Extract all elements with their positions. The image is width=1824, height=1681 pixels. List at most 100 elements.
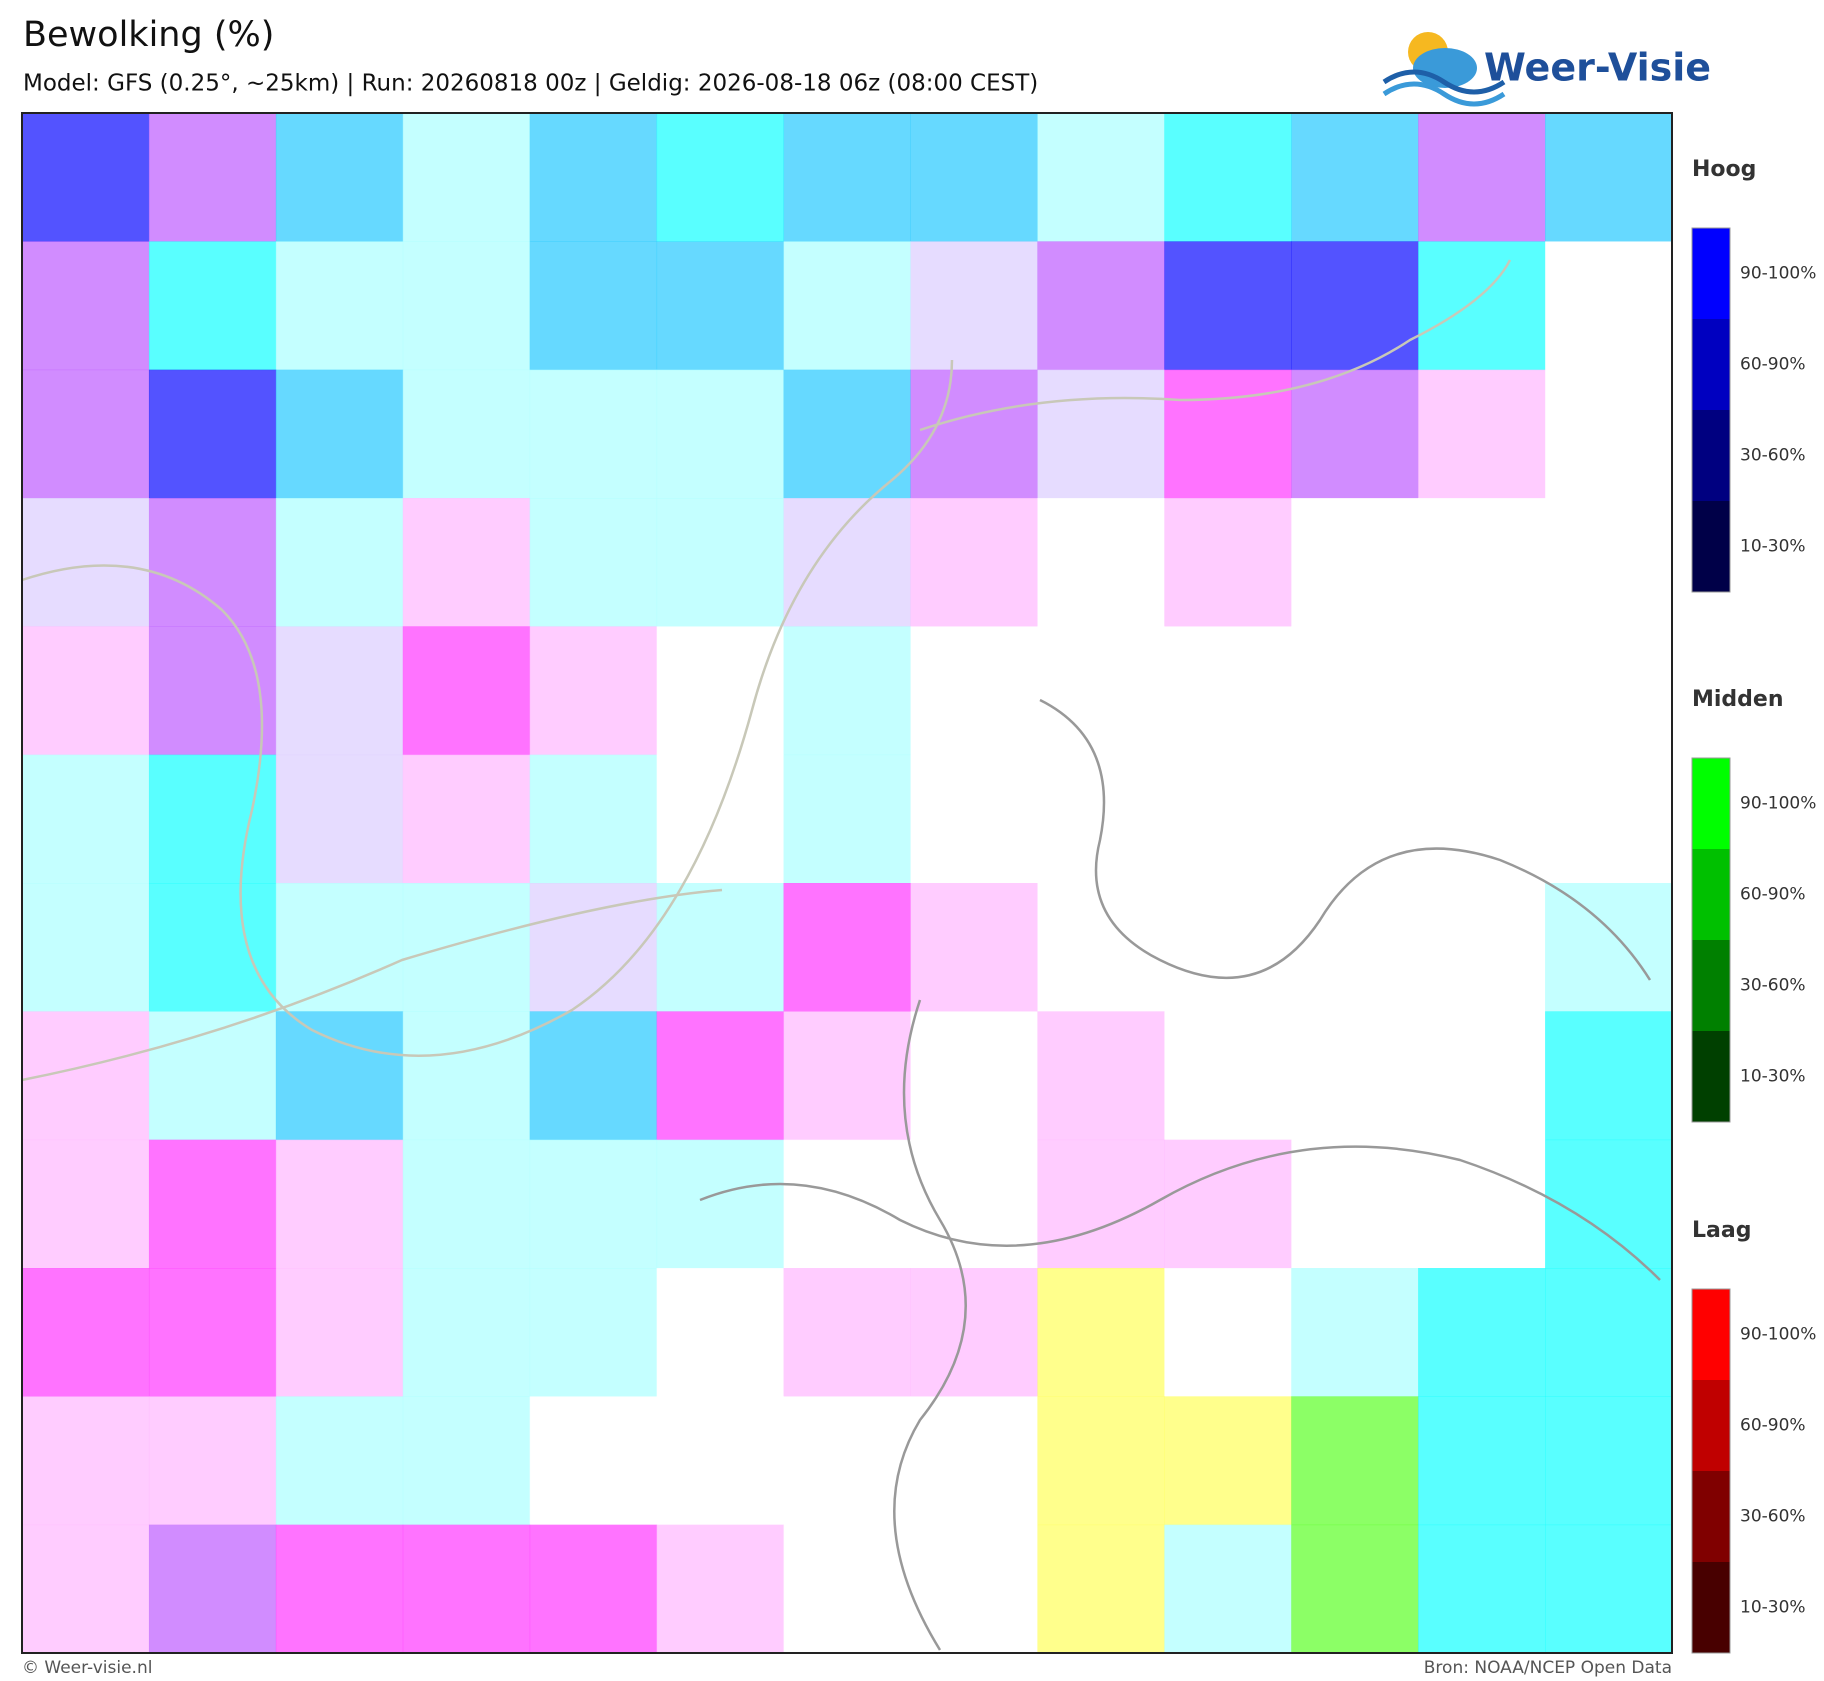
cloud-cell: [148, 369, 277, 499]
cloud-cell: [783, 754, 911, 884]
cloud-cell: [275, 1268, 404, 1397]
cloud-cell: [1037, 369, 1165, 499]
legend-label: 30-60%: [1740, 1507, 1806, 1527]
cloud-cell: [275, 1011, 404, 1141]
cloud-cell: [656, 369, 785, 499]
cloud-cell: [1037, 1011, 1165, 1141]
cloud-cell: [1164, 241, 1292, 371]
cloud-cell: [529, 498, 658, 627]
cloud-cell: [22, 1268, 150, 1397]
cloud-cell: [148, 113, 277, 242]
copyright: © Weer-visie.nl: [22, 1658, 152, 1678]
legend-swatch: [1692, 1289, 1730, 1380]
cloud-cell: [1037, 1139, 1165, 1269]
logo-text: Weer-Visie: [1484, 46, 1711, 90]
cloud-cell: [910, 1524, 1038, 1654]
legend-frame: [1691, 757, 1731, 1123]
legend-swatch: [1692, 1471, 1730, 1562]
cloud-cell: [910, 241, 1038, 371]
cloud-cell: [1418, 498, 1546, 627]
border: [699, 1145, 1661, 1281]
title: Bewolking (%): [23, 15, 274, 55]
legend-frame: [1691, 1288, 1731, 1654]
logo-wave: [1382, 69, 1506, 95]
cloud-cell: [1164, 498, 1292, 627]
cloud-cell: [1545, 498, 1673, 627]
cloud-cell: [529, 1524, 658, 1654]
legend: Hoog 90-100% 60-90% 30-60% 10-30% Midden 90-10…: [1691, 157, 1816, 1654]
cloud-cell: [529, 1011, 658, 1141]
cloud-cell: [1164, 1139, 1292, 1269]
cloud-cell: [1545, 754, 1673, 884]
cloud-cell: [1418, 1396, 1546, 1526]
cloud-cell: [656, 883, 785, 1012]
cloud-cell: [529, 1396, 658, 1526]
cloud-cell: [1037, 498, 1165, 627]
cloud-cell: [1545, 241, 1673, 371]
cloud-cell: [148, 1268, 277, 1397]
cloud-cell: [783, 1524, 911, 1654]
legend-swatch: [1692, 501, 1730, 592]
cloud-cell: [1545, 113, 1673, 242]
cloud-cell: [783, 1268, 911, 1397]
cloud-cell: [783, 498, 911, 627]
cloud-cell: [1291, 626, 1419, 756]
border: [1039, 698, 1652, 981]
cloud-cell: [783, 241, 911, 371]
cloud-cell: [22, 369, 150, 499]
cloud-cell: [275, 241, 404, 371]
legend-swatch: [1692, 319, 1730, 410]
legend-label: 90-100%: [1740, 794, 1816, 814]
cloud-cell: [148, 498, 277, 627]
cloud-cell: [1164, 626, 1292, 756]
cloud-cell: [656, 1268, 785, 1397]
legend-swatch: [1692, 758, 1730, 849]
cloud-cell: [22, 241, 150, 371]
cloud-cell: [148, 241, 277, 371]
cloud-cell: [656, 1011, 785, 1141]
legend-label: 10-30%: [1740, 1067, 1806, 1087]
cloud-cell: [1545, 1524, 1673, 1654]
cloud-cell: [1545, 626, 1673, 756]
cloud-cell: [1164, 1396, 1292, 1526]
cloud-cell: [1164, 369, 1292, 499]
cloud-cell: [1291, 1011, 1419, 1141]
cloud-cell: [783, 1396, 911, 1526]
coastline: [21, 359, 954, 1057]
cloud-cell: [910, 626, 1038, 756]
cloud-cell: [783, 1139, 911, 1269]
cloud-cell: [656, 113, 785, 242]
legend-label: 60-90%: [1740, 885, 1806, 905]
cloud-cell: [402, 1268, 531, 1397]
cloud-cell: [1164, 1524, 1292, 1654]
cloud-cell: [402, 498, 531, 627]
cloud-cell: [1418, 754, 1546, 884]
cloud-cell: [910, 1396, 1038, 1526]
logo-cloud: [1413, 48, 1477, 88]
cloud-cell: [529, 754, 658, 884]
cloud-cell: [1164, 113, 1292, 242]
legend-label: 60-90%: [1740, 355, 1806, 375]
cloud-cell: [402, 883, 531, 1012]
cloud-cell: [1037, 1524, 1165, 1654]
cloud-cell: [910, 113, 1038, 242]
cloud-cell: [402, 754, 531, 884]
cloud-cell: [1418, 626, 1546, 756]
cloud-cell: [402, 1524, 531, 1654]
cloud-cell: [1291, 1524, 1419, 1654]
cloud-cell: [22, 1396, 150, 1526]
cloud-cell: [22, 754, 150, 884]
cloud-cell: [1291, 241, 1419, 371]
cloud-cell: [910, 883, 1038, 1012]
cloud-cell: [529, 369, 658, 499]
cloud-cell: [275, 1139, 404, 1269]
cloud-cell: [656, 241, 785, 371]
cloud-cell: [402, 1011, 531, 1141]
cloud-cell: [783, 113, 911, 242]
cloud-cell: [22, 626, 150, 756]
cloud-cell: [402, 626, 531, 756]
cloud-cell: [148, 754, 277, 884]
cloud-cell: [1545, 369, 1673, 499]
legend-swatch: [1692, 1031, 1730, 1122]
legend-title: Hoog: [1692, 157, 1756, 182]
